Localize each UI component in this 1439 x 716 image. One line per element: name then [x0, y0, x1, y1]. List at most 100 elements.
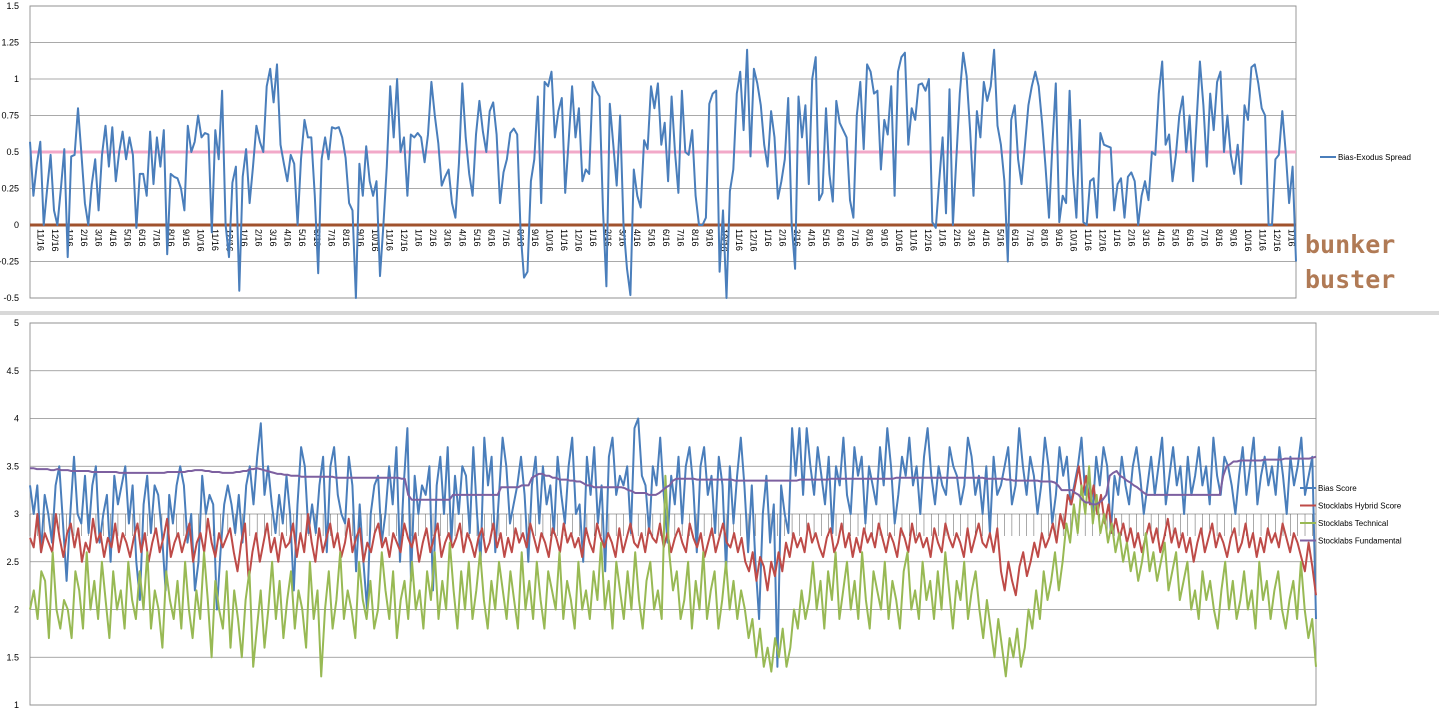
chart-separator [0, 311, 1439, 315]
x-tick-label: 8/16 [1214, 229, 1224, 247]
x-tick-label: 8/16 [341, 229, 351, 247]
y-tick-label: -0.5 [3, 293, 19, 303]
x-tick-label: 3/16 [268, 229, 278, 247]
series-line-bias-exodus-spread [29, 48, 1297, 299]
y-tick-label: 0 [14, 220, 19, 230]
x-tick-label: 10/16 [545, 229, 555, 252]
x-tick-label: 5/16 [646, 229, 656, 247]
y-tick-label: 3.5 [6, 461, 19, 471]
scores-chart: 1 1.5 2 2.5 3 3.5 4 4.5 5 Bias Score Stocklabs Hyb… [6, 318, 1401, 710]
x-tick-label: 12/16 [50, 229, 60, 252]
y-tick-label: 3 [14, 509, 19, 519]
x-tick-label: 12/16 [748, 229, 758, 252]
series-line-stocklabs-fundamental [30, 455, 1317, 506]
legend-label: Stocklabs Hybrid Score [1318, 502, 1402, 511]
x-tick-label: 7/16 [1025, 229, 1035, 247]
x-tick-label: 9/16 [355, 229, 365, 247]
x-tick-label: 8/16 [1039, 229, 1049, 247]
x-tick-label: 6/16 [836, 229, 846, 247]
x-tick-label: 9/16 [181, 229, 191, 247]
x-tick-label: 7/16 [501, 229, 511, 247]
spread-chart: -0.5 -0.25 0 0.25 0.5 0.75 1 1.25 1.5 11/16 12/16 1… [0, 1, 1411, 303]
x-tick-label: 4/16 [108, 229, 118, 247]
x-tick-label: 10/16 [894, 229, 904, 252]
x-tick-label: 10/16 [1243, 229, 1253, 252]
x-tick-label: 6/16 [661, 229, 671, 247]
legend-label: Bias-Exodus Spread [1338, 153, 1411, 162]
x-tick-label: 12/16 [399, 229, 409, 252]
x-tick-label: 6/16 [137, 229, 147, 247]
x-tick-label: 9/16 [1229, 229, 1239, 247]
x-tick-label: 6/16 [486, 229, 496, 247]
x-tick-label: 1/16 [588, 229, 598, 247]
x-tick-label: 2/16 [952, 229, 962, 247]
x-tick-label: 11/16 [35, 229, 45, 251]
y-tick-label: 4 [14, 414, 19, 424]
x-tick-label: 7/16 [676, 229, 686, 247]
x-tick-label: 4/16 [283, 229, 293, 247]
y-tick-label: 0.5 [6, 147, 19, 157]
x-tick-label: 1/16 [414, 229, 424, 247]
x-tick-label: 11/16 [1258, 229, 1268, 251]
x-tick-label: 5/16 [821, 229, 831, 247]
x-tick-label: 2/16 [254, 229, 264, 247]
x-tick-label: 9/16 [705, 229, 715, 247]
x-tick-label: 1/16 [1112, 229, 1122, 247]
x-tick-label: 12/16 [574, 229, 584, 252]
x-tick-label: 5/16 [472, 229, 482, 247]
x-tick-label: 10/16 [1068, 229, 1078, 252]
series-line-bias-score [29, 417, 1317, 668]
x-tick-label: 3/16 [93, 229, 103, 247]
x-tick-label: 8/16 [166, 229, 176, 247]
x-tick-label: 1/16 [239, 229, 249, 247]
x-tick-label: 5/16 [996, 229, 1006, 247]
x-tick-label: 4/16 [1156, 229, 1166, 247]
legend-label: Stocklabs Fundamental [1318, 537, 1402, 546]
y-tick-label: 1 [14, 700, 19, 710]
x-tick-label: 7/16 [850, 229, 860, 247]
annotation-bunker: bunker [1305, 230, 1396, 259]
legend-label: Stocklabs Technical [1318, 519, 1388, 528]
y-tick-label: 1.5 [6, 1, 19, 11]
x-tick-label: 4/16 [457, 229, 467, 247]
y-tick-label: 1.5 [6, 652, 19, 662]
x-tick-label: 12/16 [1272, 229, 1282, 252]
x-tick-label: 3/16 [443, 229, 453, 247]
y-tick-label: 2 [14, 605, 19, 615]
x-tick-label: 11/16 [210, 229, 220, 251]
x-tick-label: 7/16 [152, 229, 162, 247]
x-tick-label: 10/16 [370, 229, 380, 252]
x-tick-label: 5/16 [297, 229, 307, 247]
x-tick-label: 5/16 [123, 229, 133, 247]
x-tick-label: 8/16 [865, 229, 875, 247]
x-tick-label: 3/16 [967, 229, 977, 247]
x-tick-label: 8/16 [690, 229, 700, 247]
legend-label: Bias Score [1318, 484, 1357, 493]
y-tick-label: 1.25 [1, 38, 19, 48]
x-tick-label: 2/16 [428, 229, 438, 247]
x-tick-label: 9/16 [530, 229, 540, 247]
x-tick-label: 3/16 [617, 229, 627, 247]
x-tick-label: 1/16 [64, 229, 74, 247]
x-tick-label: 12/16 [1098, 229, 1108, 252]
x-tick-label: 4/16 [632, 229, 642, 247]
x-tick-label: 11/16 [559, 229, 569, 251]
x-tick-label: 7/16 [326, 229, 336, 247]
x-tick-label: 6/16 [1185, 229, 1195, 247]
x-tick-label: 11/16 [734, 229, 744, 251]
x-tick-label: 9/16 [879, 229, 889, 247]
x-tick-label: 2/16 [1127, 229, 1137, 247]
x-tick-label: 2/16 [79, 229, 89, 247]
x-tick-label: 1/16 [937, 229, 947, 247]
x-tick-label: 2/16 [777, 229, 787, 247]
x-tick-label: 11/16 [1083, 229, 1093, 251]
y-tick-label: -0.25 [0, 257, 19, 267]
x-tick-label: 4/16 [981, 229, 991, 247]
y-tick-label: 0.25 [1, 184, 19, 194]
x-tick-label: 11/16 [385, 229, 395, 251]
x-tick-label: 4/16 [807, 229, 817, 247]
series-line-stocklabs-technical [29, 465, 1317, 678]
x-tick-label: 9/16 [1054, 229, 1064, 247]
x-tick-label: 1/16 [1287, 229, 1297, 247]
x-tick-label: 6/16 [1010, 229, 1020, 247]
